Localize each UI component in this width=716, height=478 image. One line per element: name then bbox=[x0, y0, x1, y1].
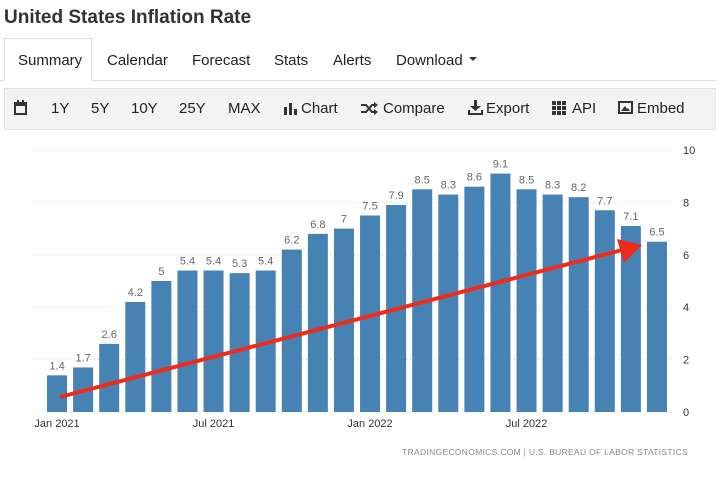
tab[interactable]: Forecast bbox=[192, 52, 251, 69]
bar bbox=[281, 249, 302, 412]
page-title: United States Inflation Rate bbox=[4, 7, 252, 28]
range-button[interactable]: 25Y bbox=[179, 100, 206, 117]
bar bbox=[203, 270, 224, 412]
value-label: 8.5 bbox=[415, 174, 430, 186]
bar bbox=[568, 197, 589, 412]
tab[interactable]: Stats bbox=[274, 52, 309, 69]
embed-icon bbox=[618, 101, 633, 114]
y-tick-label: 6 bbox=[683, 250, 689, 262]
api-icon bbox=[552, 101, 566, 115]
y-tick-label: 2 bbox=[683, 355, 689, 367]
calendar-icon[interactable] bbox=[13, 100, 29, 116]
y-tick-label: 0 bbox=[683, 407, 689, 419]
range-button[interactable]: 5Y bbox=[91, 100, 110, 117]
x-tick-label: Jan 2021 bbox=[34, 418, 79, 430]
export-icon bbox=[468, 100, 483, 115]
bar bbox=[594, 210, 615, 412]
value-label: 7.7 bbox=[597, 195, 612, 207]
toolbar-button[interactable]: API bbox=[572, 100, 597, 117]
source-note: TRADINGECONOMICS.COM | U.S. BUREAU OF LA… bbox=[402, 447, 688, 457]
value-label: 8.2 bbox=[571, 182, 586, 194]
value-label: 8.3 bbox=[441, 180, 456, 192]
value-label: 7.9 bbox=[388, 190, 403, 202]
tab[interactable]: Calendar bbox=[107, 52, 168, 69]
bar bbox=[307, 233, 328, 412]
value-label: 7 bbox=[341, 214, 347, 226]
toolbar-button[interactable]: Embed bbox=[637, 100, 685, 117]
value-label: 5.4 bbox=[258, 256, 273, 268]
bar bbox=[646, 241, 667, 412]
trend-arrowhead bbox=[617, 239, 642, 263]
bar bbox=[360, 215, 381, 412]
bar bbox=[47, 375, 68, 412]
range-button[interactable]: 1Y bbox=[51, 100, 70, 117]
trend-arrow bbox=[59, 248, 623, 399]
bar bbox=[542, 194, 563, 412]
range-button[interactable]: MAX bbox=[228, 100, 261, 117]
bar bbox=[99, 343, 120, 412]
value-label: 1.7 bbox=[75, 352, 90, 364]
bar bbox=[620, 225, 641, 412]
range-button[interactable]: 10Y bbox=[131, 100, 158, 117]
tab[interactable]: Download bbox=[396, 52, 463, 69]
tab[interactable]: Alerts bbox=[333, 52, 372, 69]
y-tick-label: 10 bbox=[683, 145, 695, 157]
value-label: 6.5 bbox=[649, 227, 664, 239]
bar bbox=[125, 301, 146, 412]
y-tick-label: 4 bbox=[683, 302, 689, 314]
bar bbox=[464, 186, 485, 412]
compare-icon bbox=[361, 102, 378, 115]
bar bbox=[151, 281, 172, 412]
value-label: 9.1 bbox=[493, 159, 508, 171]
active-tab-frame bbox=[4, 38, 92, 81]
value-label: 6.2 bbox=[284, 235, 299, 247]
value-label: 5.3 bbox=[232, 258, 247, 270]
value-label: 6.8 bbox=[310, 219, 325, 231]
value-label: 1.4 bbox=[49, 360, 64, 372]
tab-bar bbox=[0, 38, 716, 81]
x-tick-label: Jan 2022 bbox=[347, 418, 392, 430]
value-label: 5 bbox=[158, 266, 164, 278]
chart-icon bbox=[284, 103, 297, 115]
bar bbox=[490, 173, 511, 412]
bar bbox=[438, 194, 459, 412]
toolbar-button[interactable]: Chart bbox=[301, 100, 338, 117]
dropdown-caret bbox=[469, 57, 477, 61]
value-label: 8.5 bbox=[519, 174, 534, 186]
tab[interactable]: Summary bbox=[18, 52, 83, 69]
bar bbox=[333, 228, 354, 412]
value-label: 5.4 bbox=[180, 256, 195, 268]
value-label: 8.6 bbox=[467, 172, 482, 184]
x-tick-label: Jul 2021 bbox=[193, 418, 235, 430]
value-label: 7.1 bbox=[623, 211, 638, 223]
bar bbox=[516, 189, 537, 412]
y-tick-label: 8 bbox=[683, 197, 689, 209]
toolbar-button[interactable]: Compare bbox=[383, 100, 445, 117]
bar bbox=[229, 273, 250, 412]
value-label: 2.6 bbox=[102, 329, 117, 341]
value-label: 4.2 bbox=[128, 287, 143, 299]
chart: TRADINGECONOMICS.COM | U.S. BUREAU OF LA… bbox=[34, 145, 695, 457]
value-label: 8.3 bbox=[545, 180, 560, 192]
value-label: 5.4 bbox=[206, 256, 221, 268]
toolbar-button[interactable]: Export bbox=[486, 100, 530, 117]
value-label: 7.5 bbox=[362, 201, 377, 213]
bar bbox=[177, 270, 198, 412]
toolbar bbox=[4, 88, 716, 130]
x-tick-label: Jul 2022 bbox=[506, 418, 548, 430]
